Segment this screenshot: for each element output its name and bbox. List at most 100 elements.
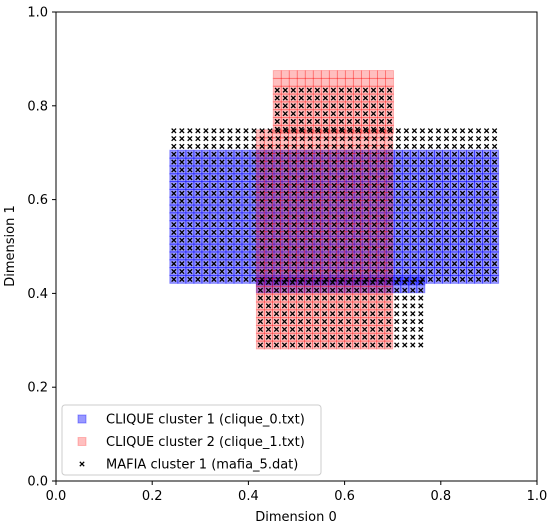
data-point [320, 284, 330, 294]
data-point [491, 261, 498, 267]
data-point [345, 326, 352, 333]
data-point [275, 182, 281, 189]
data-point [379, 151, 385, 157]
data-point [370, 287, 376, 293]
data-point [491, 151, 498, 157]
data-point [275, 253, 281, 259]
legend-marker [77, 437, 87, 446]
data-point [363, 229, 369, 236]
data-point [323, 261, 329, 267]
data-point [187, 175, 193, 181]
data-point [195, 206, 201, 212]
data-point [483, 128, 490, 134]
data-point [394, 287, 400, 293]
data-point [306, 95, 312, 101]
data-point [475, 198, 482, 204]
data-point [267, 206, 273, 212]
data-point [179, 276, 185, 282]
data-point [394, 318, 400, 325]
data-point [282, 118, 288, 125]
data-point [354, 110, 361, 117]
data-point [289, 279, 296, 286]
data-point [274, 87, 280, 93]
data-point [355, 261, 361, 267]
data-point [297, 279, 304, 286]
data-point [339, 190, 345, 196]
data-point [305, 279, 312, 286]
data-point [299, 143, 305, 150]
data-point [283, 206, 289, 212]
data-point [371, 245, 377, 251]
data-point [418, 287, 424, 293]
data-point [267, 190, 273, 196]
data-point [451, 214, 458, 220]
data-point [283, 253, 289, 259]
data-point [203, 128, 209, 134]
data-point [195, 221, 201, 228]
data-point [227, 229, 233, 236]
data-point [370, 87, 377, 93]
data-point [410, 303, 416, 309]
data-point [418, 303, 424, 309]
data-point [282, 110, 288, 117]
data-point [171, 261, 177, 267]
data-point [289, 326, 296, 333]
data-point [275, 229, 281, 236]
data-point [328, 70, 338, 80]
data-point [435, 182, 442, 189]
data-point [394, 326, 400, 333]
data-point [410, 342, 416, 348]
data-point [387, 214, 393, 220]
data-point [290, 126, 296, 132]
data-point [227, 221, 233, 228]
data-point [227, 135, 233, 142]
data-point [235, 167, 241, 173]
data-point [345, 287, 352, 293]
data-point [288, 77, 298, 87]
data-point [386, 103, 393, 109]
data-point [379, 214, 385, 220]
data-point [467, 175, 474, 181]
data-point [187, 190, 193, 196]
data-point [370, 318, 376, 325]
data-point [251, 175, 257, 181]
data-point [347, 221, 353, 228]
data-point [451, 237, 458, 243]
data-point [411, 206, 418, 212]
data-point [403, 261, 410, 267]
y-tick-label: 1.0 [27, 6, 48, 21]
data-point [281, 303, 288, 309]
data-point [323, 182, 329, 189]
data-point [313, 334, 320, 340]
data-point [312, 284, 322, 294]
data-point [187, 167, 193, 173]
data-point [275, 237, 281, 243]
data-point [171, 221, 177, 228]
data-point [243, 175, 249, 181]
data-point [299, 167, 305, 173]
data-point [187, 151, 193, 157]
data-point [427, 268, 434, 275]
data-point [211, 253, 217, 259]
data-point [403, 167, 410, 173]
data-point [467, 135, 474, 142]
data-point [275, 206, 281, 212]
data-point [321, 295, 328, 301]
data-point [339, 268, 345, 275]
data-point [314, 126, 321, 132]
data-point [483, 143, 490, 150]
data-point [265, 311, 272, 317]
data-point [219, 229, 225, 236]
data-point [267, 143, 273, 150]
y-axis-label: Dimension 1 [3, 205, 18, 287]
data-point [378, 287, 384, 293]
data-point [307, 253, 313, 259]
data-point [289, 311, 296, 317]
data-point [379, 253, 385, 259]
data-point [282, 103, 288, 109]
data-point [323, 221, 329, 228]
data-point [371, 261, 377, 267]
data-point [387, 237, 393, 243]
data-point [371, 190, 377, 196]
data-point [379, 268, 385, 275]
